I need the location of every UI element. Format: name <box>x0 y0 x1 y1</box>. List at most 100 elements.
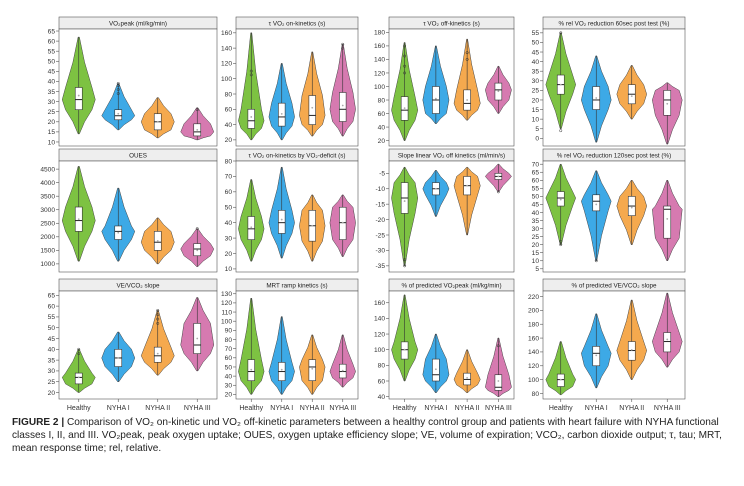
y-tick-label: 180 <box>374 30 385 37</box>
mean-dot <box>280 112 283 115</box>
y-tick-label: 20 <box>225 251 233 258</box>
outlier-point <box>403 264 407 268</box>
y-tick-label: 40 <box>225 122 233 129</box>
y-tick-label: 55 <box>532 30 540 37</box>
outlier-point <box>156 317 160 321</box>
panel-1: VO₂peak (ml/kg/min) 10 15 20 25 30 35 40 45 50 55 6… <box>48 16 218 147</box>
y-tick-label: 70 <box>225 174 233 181</box>
x-tick-label: NYHA III <box>654 405 681 412</box>
y-tick-label: 20 <box>225 392 233 399</box>
y-tick-label: -10 <box>375 186 385 193</box>
x-tick-label: Healthy <box>393 405 417 412</box>
panel-title: % of predicted VO₂peak (ml/kg/min) <box>401 283 501 290</box>
x-tick-label: NYHA III <box>184 405 211 412</box>
panel-8: % rel VO₂ reduction 120sec post test (%)… <box>532 148 686 273</box>
x-tick-label: NYHA I <box>107 405 130 412</box>
x-tick-label: NYHA I <box>424 405 447 412</box>
y-tick-label: 35 <box>532 68 540 75</box>
y-tick-label: 40 <box>225 220 233 227</box>
y-tick-label: -25 <box>375 232 385 239</box>
y-tick-label: 60 <box>225 107 233 114</box>
y-tick-label: 140 <box>374 57 385 64</box>
y-tick-label: 100 <box>374 84 385 91</box>
mean-dot <box>77 376 80 379</box>
y-tick-label: 50 <box>225 364 233 371</box>
y-tick-label: 55 <box>532 186 540 193</box>
outlier-point <box>77 347 81 351</box>
outlier-point <box>116 82 120 85</box>
mean-dot <box>280 218 283 221</box>
y-tick-label: 90 <box>225 328 233 335</box>
panel-title: τ VO₂ on-kinetics by VO₂-deficit (s) <box>249 153 346 160</box>
panel-title: % rel VO₂ reduction 60sec post test (%) <box>559 21 670 28</box>
outlier-point <box>341 42 345 46</box>
mean-dot <box>196 128 199 131</box>
panel-title: MRT ramp kinetics (s) <box>266 283 327 290</box>
box <box>663 205 672 239</box>
y-tick-label: 30 <box>48 368 56 375</box>
y-tick-label: 65 <box>48 28 56 35</box>
y-tick-label: 25 <box>48 109 56 116</box>
panel-7: Slope linear VO₂ off kinetics (ml/min/s)… <box>375 148 515 273</box>
outlier-point <box>403 64 407 68</box>
x-tick-label: NYHA III <box>485 405 512 412</box>
y-tick-label: 2500 <box>40 221 55 228</box>
panel-title: % rel VO₂ reduction 120sec post test (%) <box>557 153 671 160</box>
mean-dot <box>466 99 469 101</box>
y-tick-label: 40 <box>48 79 56 86</box>
outlier-point <box>496 190 500 194</box>
y-tick-label: 50 <box>532 40 540 47</box>
y-tick-label: 3000 <box>40 207 55 214</box>
y-tick-label: 80 <box>225 158 233 165</box>
box <box>74 372 83 385</box>
mean-dot <box>196 249 199 252</box>
mean-dot <box>595 97 598 99</box>
y-tick-label: 60 <box>378 111 386 118</box>
panel-5: OUES 1000 1500 2000 2500 3000 3500 4000 4500 <box>40 148 218 273</box>
y-tick-label: 20 <box>48 119 56 126</box>
outlier-point <box>195 227 199 231</box>
y-tick-label: 120 <box>374 70 385 77</box>
x-tick-label: NYHA III <box>329 405 356 412</box>
mean-dot <box>196 337 199 340</box>
outlier-point <box>465 57 469 61</box>
y-tick-label: 40 <box>225 373 233 380</box>
y-tick-label: -5 <box>379 171 385 178</box>
outlier-point <box>496 344 500 348</box>
mean-dot <box>466 376 469 379</box>
mean-dot <box>156 239 159 242</box>
mean-dot <box>250 368 253 371</box>
panel-title: τ VO₂ on-kinetics (s) <box>269 21 326 28</box>
panel-2: τ VO₂ on-kinetics (s) 20 40 60 80 100 120 140 16… <box>221 16 359 147</box>
outlier-point <box>116 88 120 91</box>
y-tick-label: 140 <box>374 316 385 323</box>
y-tick-label: 160 <box>221 30 232 37</box>
y-tick-label: -30 <box>375 248 385 255</box>
y-tick-label: 35 <box>48 89 56 96</box>
mean-dot <box>77 218 80 221</box>
mean-dot <box>497 175 500 178</box>
box <box>278 210 286 234</box>
y-tick-label: 70 <box>225 346 233 353</box>
outlier-point <box>156 321 160 325</box>
outlier-point <box>559 129 563 133</box>
mean-dot <box>666 218 669 220</box>
y-tick-label: 140 <box>221 45 232 52</box>
caption-label: FIGURE 2 | <box>12 417 65 428</box>
mean-dot <box>630 348 633 351</box>
mean-dot <box>250 226 253 229</box>
mean-dot <box>559 83 562 86</box>
y-tick-label: 65 <box>532 170 540 177</box>
outlier-point <box>116 92 120 96</box>
outlier-point <box>195 108 199 112</box>
x-tick-label: NYHA I <box>585 405 608 412</box>
y-tick-label: 10 <box>532 258 540 265</box>
outlier-point <box>559 239 563 243</box>
y-tick-label: 160 <box>374 43 385 50</box>
y-tick-label: 1000 <box>40 261 55 268</box>
y-tick-label: 40 <box>48 347 56 354</box>
y-tick-label: 120 <box>374 331 385 338</box>
panel-9: VE/VCO₂ slope 20 25 30 35 40 45 50 55 60 65 Healthy… <box>48 278 218 412</box>
mean-dot <box>559 378 562 381</box>
y-tick-label: 5 <box>535 266 539 273</box>
